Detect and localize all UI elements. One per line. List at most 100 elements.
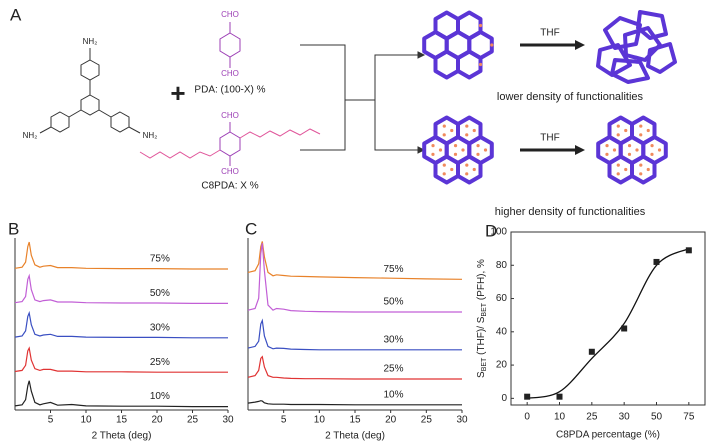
octyl-chain — [139, 149, 221, 159]
functional-group — [431, 144, 435, 148]
collapsed-framework — [646, 42, 677, 74]
functional-group — [616, 133, 620, 137]
functional-group — [657, 148, 662, 152]
y-axis-label-part: (PFH), % — [476, 259, 487, 303]
functional-group — [465, 172, 469, 176]
functional-group — [646, 167, 650, 172]
octyl-chain — [239, 128, 321, 139]
x-tick-label: 25 — [421, 415, 433, 426]
functional-group — [478, 62, 483, 67]
xrd-pattern — [247, 400, 462, 406]
outcome-caption: lower density of functionalities — [497, 91, 644, 103]
amine-group: NH₂ — [23, 131, 38, 140]
c8pda-label: C8PDA: X % — [201, 181, 258, 192]
functional-group — [472, 167, 476, 172]
amine-group: NH₂ — [143, 131, 158, 140]
functional-group — [639, 163, 643, 167]
y-axis-label-part: (THF)/ S — [476, 316, 487, 357]
y-tick-label: 100 — [490, 227, 507, 238]
x-tick-label: 25 — [187, 415, 199, 426]
data-point — [685, 247, 692, 254]
y-tick-label: 60 — [496, 293, 508, 304]
framework-hexagon — [630, 154, 657, 185]
solvent-label: THF — [540, 133, 559, 144]
series-label: 30% — [150, 322, 170, 333]
collapsed-framework — [636, 10, 668, 40]
functional-group — [605, 152, 609, 156]
panel-label: D — [485, 221, 497, 240]
series-label: 25% — [150, 357, 170, 368]
amine-group: NH₂ — [83, 37, 98, 46]
functional-group — [472, 128, 476, 133]
y-tick-label: 20 — [496, 360, 508, 371]
functional-group — [442, 124, 446, 128]
functional-group — [646, 128, 650, 133]
collapsed-framework — [623, 26, 662, 62]
pda-label: PDA: (100-X) % — [194, 85, 265, 96]
y-tick-label: 0 — [501, 393, 507, 404]
functional-group — [442, 133, 446, 137]
c8pda-structure — [219, 122, 241, 166]
functional-group — [605, 144, 609, 148]
x-tick-label: 30 — [222, 415, 234, 426]
x-tick-label: 10 — [80, 415, 92, 426]
functional-group — [639, 124, 643, 128]
aldehyde-group: CHO — [221, 10, 239, 19]
series-label: 10% — [384, 389, 404, 400]
data-point — [653, 258, 660, 265]
x-tick-label: 10 — [554, 412, 566, 423]
x-tick-label: 5 — [48, 415, 54, 426]
functional-group — [639, 133, 643, 137]
x-axis-label: C8PDA percentage (%) — [556, 430, 660, 441]
fit-curve — [527, 248, 690, 399]
series-label: 30% — [384, 334, 404, 345]
framework-hexagon — [456, 154, 483, 185]
y-axis-label: SBET (THF)/ SBET (PFH), % — [476, 259, 488, 378]
framework-hexagon — [433, 49, 460, 80]
aldehyde-group: CHO — [221, 111, 239, 120]
functional-group — [624, 167, 628, 172]
triamine-structure — [39, 48, 141, 134]
outcome-caption: higher density of functionalities — [495, 206, 646, 218]
solvent-label: THF — [540, 28, 559, 39]
panel-label: C — [245, 219, 257, 238]
scheme-connectors — [300, 44, 426, 154]
xrd-pattern — [247, 318, 462, 351]
functional-group — [639, 172, 643, 176]
collapsed-framework — [610, 58, 650, 84]
x-tick-label: 15 — [349, 415, 361, 426]
xrd-pattern — [247, 243, 462, 313]
aldehyde-group: CHO — [221, 167, 239, 176]
functional-group — [476, 152, 480, 156]
x-tick-label: 15 — [116, 415, 128, 426]
functional-group — [650, 144, 654, 148]
solvent-arrows — [520, 40, 585, 155]
x-tick-label: 20 — [151, 415, 163, 426]
functional-group — [442, 163, 446, 167]
xrd-pattern — [14, 310, 228, 339]
functional-group — [450, 128, 454, 133]
functional-group — [476, 144, 480, 148]
x-tick-label: 25 — [586, 412, 598, 423]
functional-group — [483, 148, 488, 152]
xrd-pattern — [14, 380, 228, 408]
x-tick-label: 20 — [385, 415, 397, 426]
y-axis-label-part: S — [476, 371, 487, 378]
series-label: 50% — [384, 297, 404, 308]
panel-label: A — [10, 5, 22, 24]
series-label: 75% — [150, 254, 170, 265]
x-tick-label: 10 — [314, 415, 326, 426]
xrd-pattern — [14, 273, 228, 304]
xrd-pattern — [247, 355, 462, 380]
functional-group — [438, 148, 443, 152]
functional-group — [490, 43, 494, 47]
x-tick-label: 30 — [456, 415, 468, 426]
series-label: 10% — [150, 391, 170, 402]
functional-group — [624, 128, 628, 133]
x-axis-label: 2 Theta (deg) — [92, 431, 152, 442]
functional-group — [465, 124, 469, 128]
y-tick-label: 80 — [496, 260, 508, 271]
xrd-pattern — [247, 241, 463, 280]
functional-group — [461, 148, 465, 152]
xrd-pattern — [14, 346, 228, 373]
